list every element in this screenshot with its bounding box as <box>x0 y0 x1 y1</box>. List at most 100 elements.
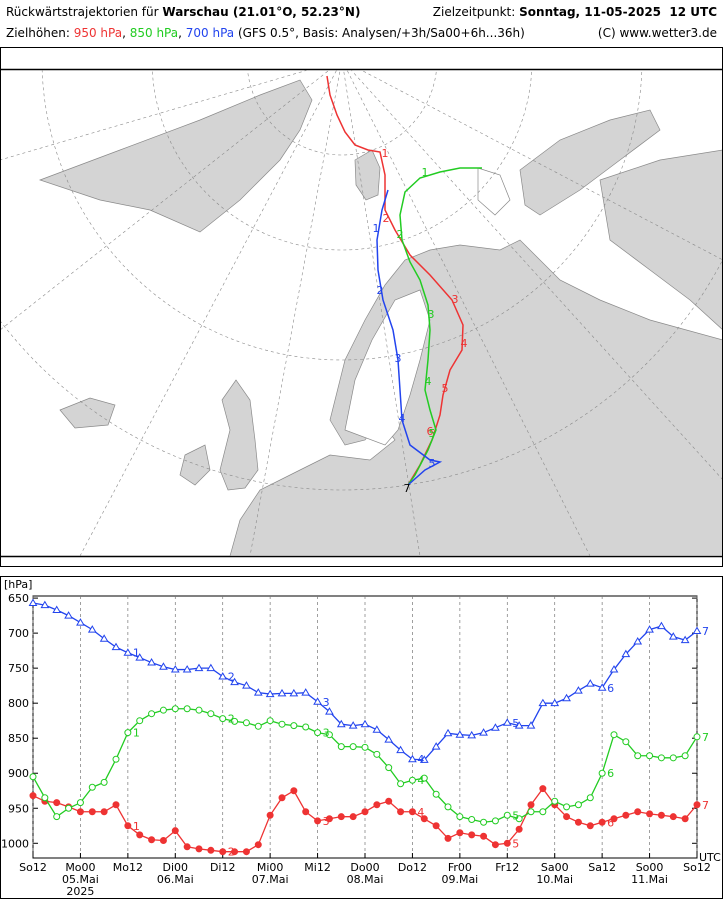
day-label: 3 <box>323 696 330 709</box>
x-tick-label: Mo12 <box>113 861 143 874</box>
point <box>337 743 345 751</box>
day-label: 7 <box>702 625 709 638</box>
white-sea <box>477 167 511 216</box>
point <box>65 804 73 812</box>
point <box>503 839 511 847</box>
point <box>397 808 405 816</box>
day-label: 3 <box>323 727 330 740</box>
novaya-zemlya <box>519 109 661 216</box>
point <box>170 665 180 673</box>
map-day-label: 2 <box>377 284 384 297</box>
point <box>420 774 428 782</box>
point <box>40 600 50 609</box>
point <box>397 780 405 788</box>
point <box>431 742 441 750</box>
point <box>432 790 440 798</box>
point <box>598 818 606 826</box>
point <box>456 813 464 821</box>
point <box>230 677 239 686</box>
day-label: 1 <box>133 647 140 660</box>
point <box>254 841 262 849</box>
point <box>301 688 311 696</box>
date-label: 08.Mai <box>347 873 384 886</box>
point <box>491 723 500 731</box>
map-day-label: 7 <box>404 482 411 495</box>
point <box>159 662 168 670</box>
y-tick-label: 750 <box>8 662 29 675</box>
x-tick-label: Sa00 <box>541 861 569 874</box>
x-tick-label: Mi00 <box>257 861 284 874</box>
point <box>325 731 333 739</box>
point <box>609 665 619 673</box>
point <box>574 801 582 809</box>
land <box>38 79 722 556</box>
point <box>432 822 440 830</box>
point <box>585 679 595 687</box>
map-day-label: 5 <box>429 457 436 470</box>
point <box>207 710 215 718</box>
point <box>337 813 345 821</box>
trajectory-950 <box>326 75 464 486</box>
point <box>491 817 499 825</box>
point <box>64 611 73 619</box>
point <box>278 720 286 728</box>
graticule <box>1 70 722 556</box>
point <box>550 698 560 707</box>
point <box>124 729 132 737</box>
day-label: 6 <box>607 767 614 780</box>
ireland <box>179 444 211 486</box>
year-label: 2025 <box>66 885 94 898</box>
target-row: Zielzeitpunkt: Sonntag, 11-05-2025 12 UT… <box>433 3 717 21</box>
point <box>669 813 677 821</box>
point <box>574 818 582 826</box>
point <box>231 717 239 725</box>
y-tick-label: 700 <box>8 627 29 640</box>
basis: (GFS 0.5°, Basis: Analysen/+3h/Sa00+6h..… <box>237 26 525 40</box>
point <box>373 801 381 809</box>
point <box>136 717 144 725</box>
iceland <box>59 397 116 429</box>
day-label: 3 <box>323 815 330 828</box>
point <box>456 829 464 837</box>
point <box>384 735 394 743</box>
point <box>633 637 643 645</box>
point <box>325 815 333 823</box>
point <box>124 822 132 830</box>
point <box>302 723 310 731</box>
point <box>219 715 227 723</box>
day-label: 2 <box>228 713 235 726</box>
point <box>468 815 476 823</box>
map-day-label: 1 <box>382 147 389 160</box>
point <box>515 815 523 823</box>
point <box>29 792 37 800</box>
x-tick-label: Fr00 <box>448 861 472 874</box>
point <box>148 836 156 844</box>
point <box>136 831 144 839</box>
point <box>669 754 677 762</box>
point <box>76 808 84 816</box>
point <box>681 752 689 760</box>
point <box>253 688 263 696</box>
point <box>645 625 654 633</box>
point <box>444 803 452 811</box>
point <box>147 658 156 666</box>
point <box>206 663 216 672</box>
date-label: 05.Mai <box>62 873 99 886</box>
target-label: Zielzeitpunkt: <box>432 5 516 19</box>
point <box>646 752 654 760</box>
point <box>88 783 96 791</box>
point <box>443 728 453 737</box>
date-label: 06.Mai <box>157 873 194 886</box>
x-tick-label: Mi12 <box>304 861 331 874</box>
baltic-sea <box>344 289 431 446</box>
point <box>526 721 536 729</box>
point <box>539 808 547 816</box>
day-label: 5 <box>512 717 519 730</box>
separator: , <box>178 26 182 40</box>
point <box>539 785 547 793</box>
legend-entry: 700 hPa <box>185 26 235 40</box>
point <box>479 728 488 736</box>
point <box>480 832 488 840</box>
day-label: 6 <box>607 816 614 829</box>
point <box>693 801 701 809</box>
